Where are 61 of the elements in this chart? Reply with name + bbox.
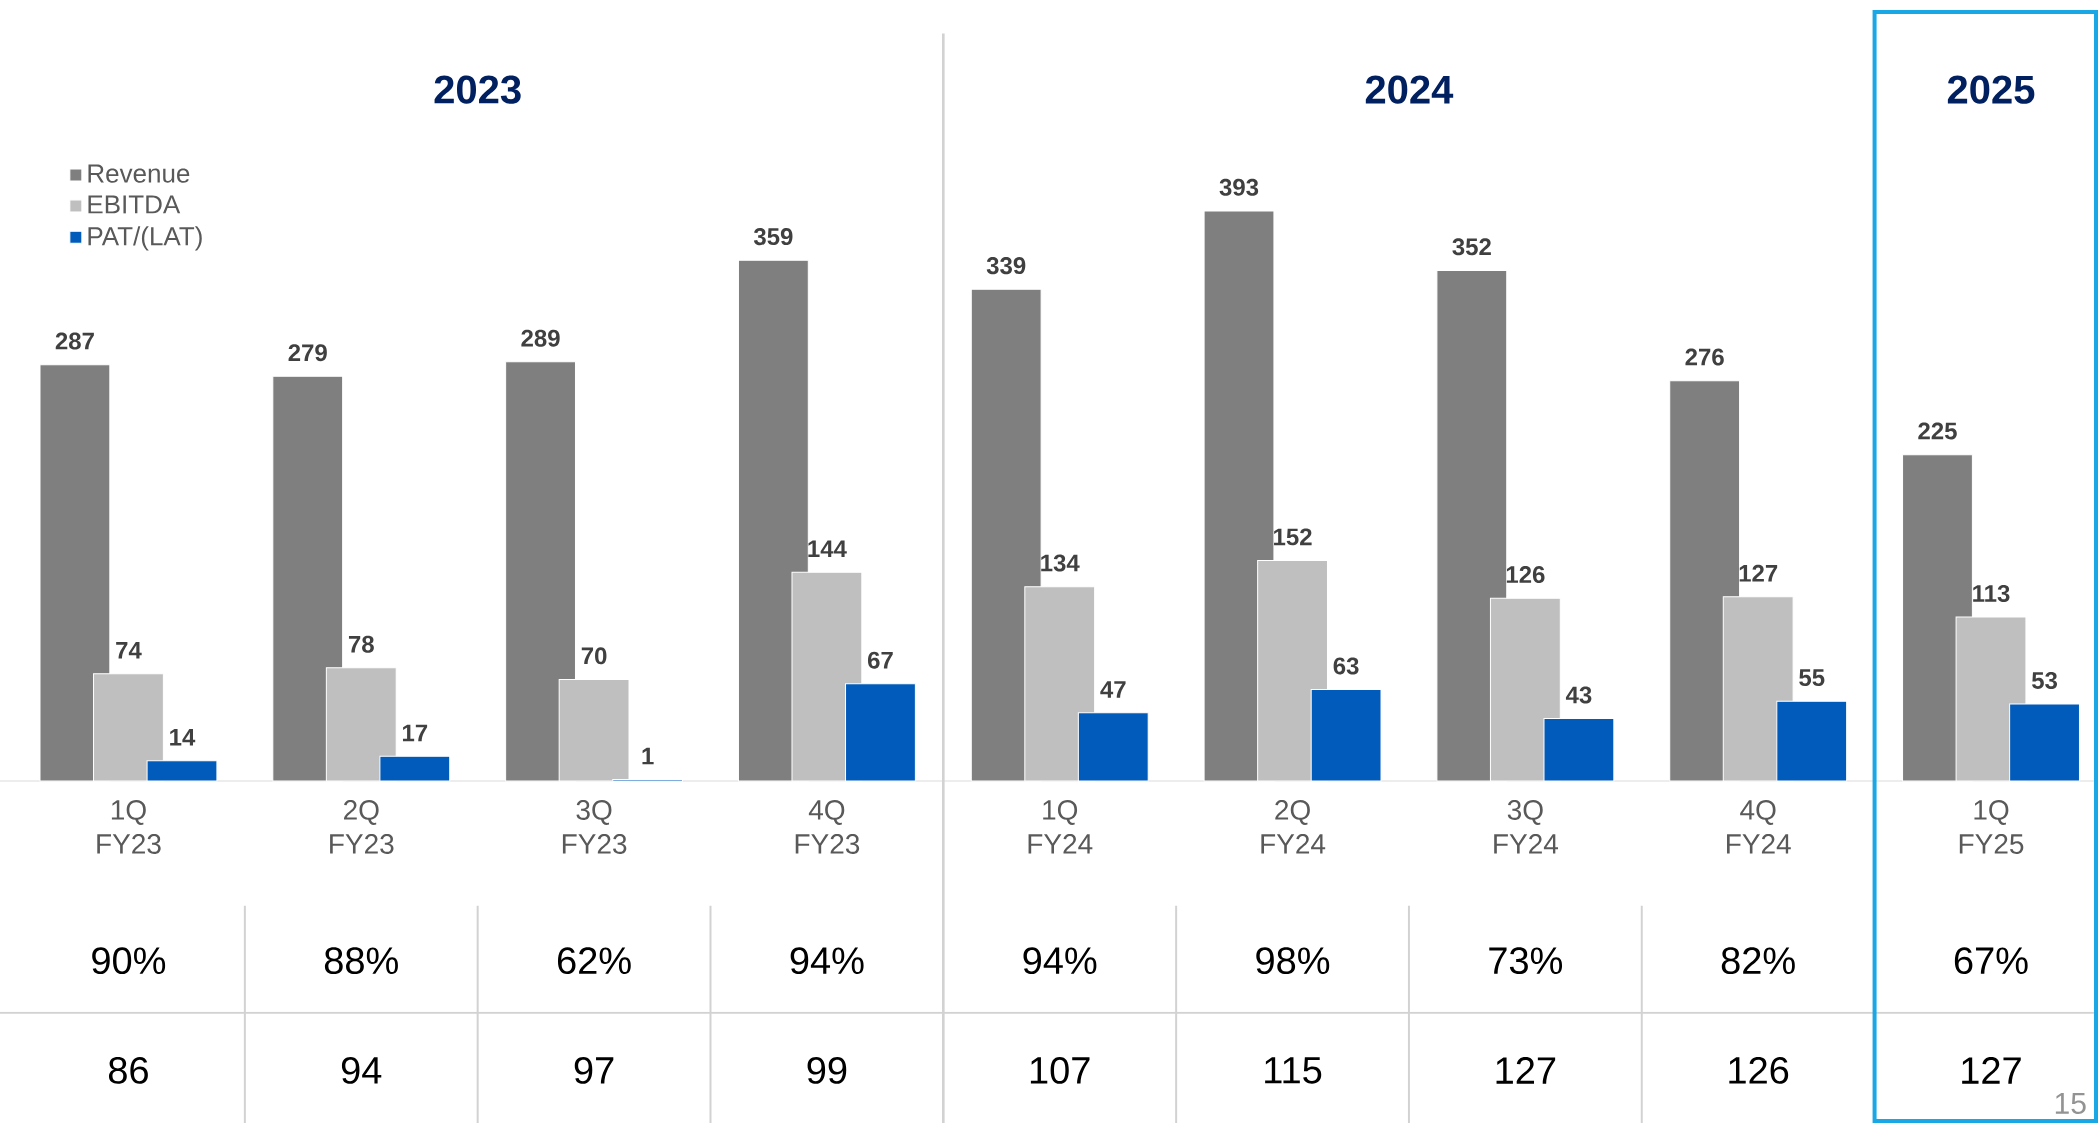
- data-label: 152: [1274, 528, 1312, 546]
- data-label: 74: [116, 641, 142, 659]
- text: 88%: [324, 947, 398, 975]
- text: 97: [574, 1056, 614, 1084]
- text: 73%: [1489, 947, 1563, 975]
- text: 2024: [1365, 75, 1454, 104]
- text: 62%: [557, 947, 631, 975]
- x-tick-label: 4Q FY24: [1727, 800, 1791, 854]
- data-label: 55: [1799, 669, 1825, 687]
- text: 94: [341, 1056, 382, 1084]
- data-label: 63: [1333, 657, 1359, 675]
- data-label: 70: [581, 647, 607, 665]
- x-tick-label: 4Q FY23: [795, 800, 860, 854]
- text: 127: [1496, 1057, 1556, 1084]
- data-label: 53: [2031, 671, 2058, 689]
- x-tick-label: 1Q FY23: [97, 800, 161, 854]
- text: 127: [1962, 1057, 2021, 1084]
- legend-label: PAT/(LAT): [88, 226, 202, 251]
- data-label: 352: [1452, 238, 1491, 256]
- text: 86: [108, 1056, 148, 1084]
- data-label: 78: [348, 635, 374, 653]
- data-label: 14: [170, 729, 196, 746]
- text: 90%: [92, 947, 166, 975]
- data-label: 279: [288, 344, 327, 362]
- data-label: 43: [1565, 686, 1592, 704]
- x-tick-label: 3Q FY23: [562, 800, 627, 854]
- data-label: 113: [1973, 584, 2010, 602]
- x-tick-label: 2Q FY23: [330, 800, 394, 854]
- data-label: 47: [1100, 681, 1126, 698]
- text: 82%: [1721, 947, 1795, 975]
- text: 94%: [790, 947, 864, 975]
- data-label: 126: [1506, 566, 1545, 584]
- data-label: 289: [521, 329, 560, 347]
- text: 98%: [1256, 947, 1330, 975]
- text: 126: [1729, 1056, 1789, 1084]
- data-label: 17: [402, 724, 428, 742]
- data-label: 134: [1041, 554, 1080, 572]
- text: 94%: [1023, 947, 1097, 975]
- data-label: 287: [55, 332, 94, 350]
- data-label: 359: [753, 228, 793, 246]
- data-label: 225: [1918, 422, 1957, 440]
- data-label: 127: [1739, 564, 1778, 582]
- legend-label: Revenue: [88, 164, 190, 183]
- text: 107: [1030, 1056, 1090, 1084]
- text: 2023: [434, 75, 521, 104]
- text: 67%: [1954, 947, 2028, 975]
- x-tick-label: 1Q FY25: [1959, 800, 2024, 854]
- data-label: 144: [808, 540, 847, 557]
- text: 15: [2055, 1092, 2086, 1114]
- legend-label: EBITDA: [88, 195, 181, 214]
- x-tick-label: 3Q FY24: [1494, 800, 1559, 854]
- text: 2025: [1947, 75, 2035, 104]
- x-tick-label: 2Q FY24: [1261, 800, 1326, 854]
- data-label: 393: [1219, 178, 1259, 196]
- text: 99: [807, 1056, 847, 1084]
- data-label: 339: [986, 257, 1026, 275]
- data-label: 1: [642, 747, 654, 765]
- x-tick-label: 1Q FY24: [1028, 800, 1093, 854]
- text: 115: [1265, 1057, 1322, 1084]
- data-label: 276: [1685, 348, 1724, 366]
- data-label: 67: [867, 651, 893, 669]
